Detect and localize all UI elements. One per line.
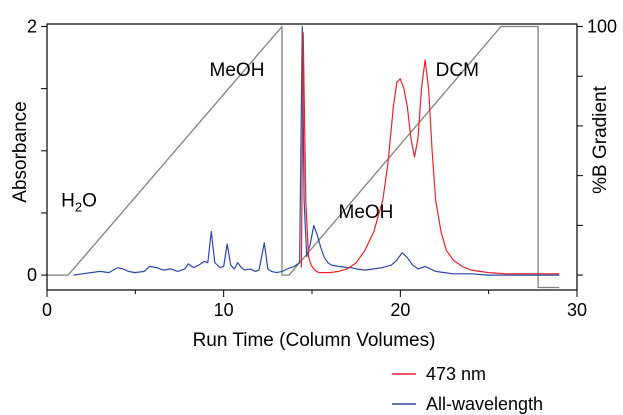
legend: 473 nm All-wavelength xyxy=(392,364,543,414)
y-tick-label: 0 xyxy=(27,265,37,285)
series-line-0 xyxy=(300,32,560,275)
annotation-label: DCM xyxy=(436,60,479,81)
annotation-label: H2O xyxy=(61,191,97,215)
annotation-label: MeOH xyxy=(339,202,394,223)
x-tick-label: 20 xyxy=(390,300,410,320)
x-axis-label: Run Time (Column Volumes) xyxy=(193,330,436,351)
legend-label: 473 nm xyxy=(426,364,486,384)
legend-label: All-wavelength xyxy=(426,394,543,414)
plot-frame xyxy=(46,23,578,291)
plot-area xyxy=(47,25,560,289)
series-line-2 xyxy=(47,25,560,289)
y-axis-label: Absorbance xyxy=(10,101,31,202)
x-tick-label: 0 xyxy=(42,300,52,320)
y2-tick-label: 100 xyxy=(587,16,617,36)
y2-axis-label: %B Gradient xyxy=(590,85,611,193)
annotations: H2O MeOH MeOH DCM xyxy=(61,60,479,223)
x-tick-label: 30 xyxy=(567,300,587,320)
annotation-label: MeOH xyxy=(210,60,265,81)
series-line-1 xyxy=(73,25,560,276)
y-tick-label: 2 xyxy=(27,16,37,36)
x-tick-label: 10 xyxy=(214,300,234,320)
axes: 0 10 20 30 0 2 100 xyxy=(27,16,617,320)
